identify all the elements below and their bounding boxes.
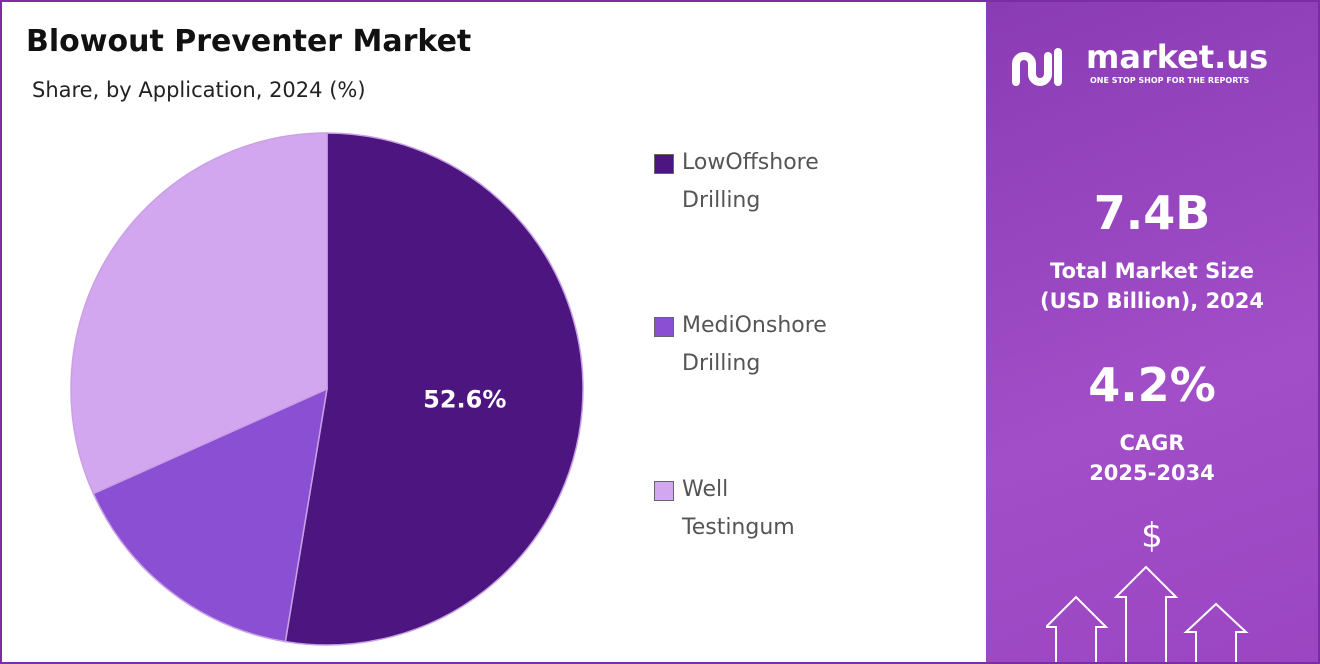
legend-swatch (654, 154, 674, 174)
legend-entry: MediOnshore Drilling (654, 307, 884, 383)
currency-icon: $ (1141, 516, 1163, 556)
logo-icon (1012, 48, 1062, 86)
side-panel: market.us ONE STOP SHOP FOR THE REPORTS … (986, 2, 1318, 662)
chart-title: Blowout Preventer Market (26, 24, 472, 59)
cagr: 4.2% (1088, 358, 1216, 412)
legend-label: MediOnshore Drilling (682, 313, 827, 376)
market-size: 7.4B (1093, 186, 1211, 240)
pie-slice (92, 387, 328, 643)
legend-swatch (654, 317, 674, 337)
cagr-label: CAGR 2025-2034 (1089, 431, 1215, 485)
chart-subtitle: Share, by Application, 2024 (%) (32, 78, 366, 102)
data-label: 52.6% (423, 385, 506, 413)
market-size-label: Total Market Size (USD Billion), 2024 (1039, 259, 1265, 313)
arrows (1046, 565, 1249, 662)
brand: market.us (1086, 38, 1269, 76)
legend-entry: Well Testingum (654, 471, 884, 547)
legend-entry: LowOffshore Drilling (654, 144, 884, 220)
legend-label: Well Testingum (682, 477, 795, 540)
pie-chart: 52.6% (70, 132, 584, 646)
legend-label: LowOffshore Drilling (682, 150, 819, 213)
pie-slice (70, 132, 328, 495)
tagline: ONE STOP SHOP FOR THE REPORTS (1090, 76, 1250, 85)
pie-slice (284, 132, 584, 646)
legend-swatch (654, 481, 674, 501)
